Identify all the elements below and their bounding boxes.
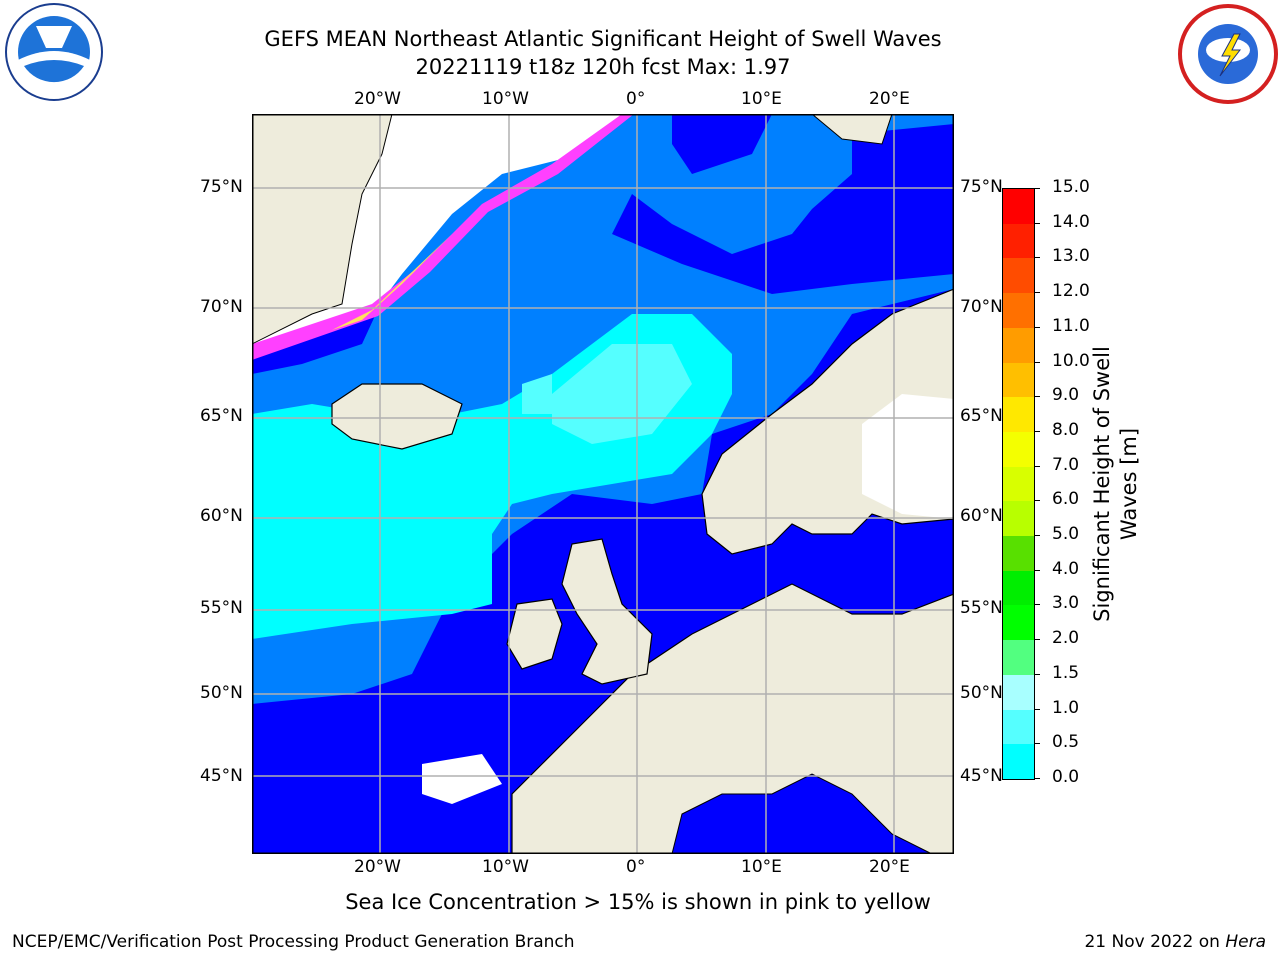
lat-label-left: 70°N (200, 297, 243, 317)
colorbar-segment (1003, 640, 1034, 676)
colorbar-segment (1003, 466, 1034, 502)
colorbar-tick (1034, 326, 1040, 328)
colorbar-tick-label: 10.0 (1052, 350, 1090, 371)
colorbar-tick (1034, 778, 1040, 779)
colorbar-tick-label: 1.0 (1052, 697, 1080, 718)
colorbar-segment (1003, 605, 1034, 641)
swell-wave-height-map (251, 113, 955, 858)
colorbar-tick-label: 0.5 (1052, 732, 1080, 753)
colorbar-segment (1003, 536, 1034, 572)
lat-label-right: 65°N (960, 406, 1003, 426)
colorbar-tick (1034, 396, 1040, 398)
colorbar-tick-label: 15.0 (1052, 177, 1090, 197)
colorbar-tick (1034, 222, 1040, 224)
colorbar-segment (1003, 223, 1034, 259)
colorbar-segment (1003, 744, 1034, 780)
lat-label-right: 50°N (960, 683, 1003, 703)
colorbar (1002, 188, 1035, 780)
colorbar-tick-label: 3.0 (1052, 593, 1080, 614)
colorbar-tick (1034, 361, 1040, 363)
footer-host: Hera (1225, 932, 1266, 952)
lon-label-top: 20°E (869, 89, 910, 109)
chart-subtitle: 20221119 t18z 120h fcst Max: 1.97 (415, 55, 791, 79)
lon-label-top: 10°W (482, 89, 529, 109)
colorbar-segment (1003, 293, 1034, 329)
lat-label-left: 45°N (200, 766, 243, 786)
colorbar-tick-label: 2.0 (1052, 628, 1080, 649)
colorbar-segment (1003, 674, 1034, 711)
lat-label-right: 55°N (960, 598, 1003, 618)
colorbar-segment (1003, 362, 1034, 398)
colorbar-tick (1034, 708, 1040, 710)
sea-ice-note: Sea Ice Concentration > 15% is shown in … (345, 890, 931, 914)
lat-label-right: 60°N (960, 506, 1003, 526)
lat-label-right: 75°N (960, 177, 1003, 197)
colorbar-tick (1034, 292, 1040, 294)
colorbar-tick (1034, 673, 1040, 675)
colorbar-tick-label: 6.0 (1052, 489, 1080, 510)
colorbar-tick (1034, 639, 1040, 641)
lon-label-top: 20°W (354, 89, 401, 109)
lon-label-top: 10°E (741, 89, 782, 109)
lon-label-bottom: 0° (626, 857, 646, 877)
lat-label-left: 75°N (200, 177, 243, 197)
lat-label-left: 60°N (200, 506, 243, 526)
national-weather-service-logo (1178, 4, 1278, 108)
lat-label-left: 65°N (200, 406, 243, 426)
lon-label-bottom: 20°E (869, 857, 910, 877)
colorbar-tick-label: 8.0 (1052, 419, 1080, 440)
colorbar-segment (1003, 189, 1034, 225)
lon-label-bottom: 10°W (482, 857, 529, 877)
colorbar-tick-label: 0.0 (1052, 767, 1080, 787)
lon-label-bottom: 20°W (354, 857, 401, 877)
lat-label-left: 50°N (200, 683, 243, 703)
lat-label-left: 55°N (200, 598, 243, 618)
colorbar-segment (1003, 431, 1034, 468)
colorbar-tick (1034, 604, 1040, 606)
colorbar-tick-label: 14.0 (1052, 211, 1090, 232)
footer-date: 21 Nov 2022 on Hera (1084, 932, 1266, 952)
colorbar-tick (1034, 743, 1040, 745)
colorbar-title: Significant Height of Swell Waves [m] (1090, 346, 1141, 622)
colorbar-tick-label: 1.5 (1052, 662, 1080, 683)
colorbar-tick-label: 13.0 (1052, 246, 1090, 267)
colorbar-tick-label: 12.0 (1052, 281, 1090, 302)
colorbar-tick-label: 7.0 (1052, 454, 1080, 475)
colorbar-tick (1034, 188, 1040, 189)
chart-title: GEFS MEAN Northeast Atlantic Significant… (264, 27, 942, 51)
colorbar-tick-label: 5.0 (1052, 524, 1080, 545)
colorbar-segment (1003, 327, 1034, 364)
colorbar-tick (1034, 569, 1040, 571)
lon-label-top: 0° (626, 89, 646, 109)
colorbar-tick-label: 9.0 (1052, 385, 1080, 406)
noaa-logo (4, 2, 104, 106)
colorbar-segment (1003, 397, 1034, 433)
lat-label-right: 45°N (960, 766, 1003, 786)
colorbar-tick-label: 4.0 (1052, 558, 1080, 579)
footer-date-text: 21 Nov 2022 on (1084, 932, 1220, 952)
colorbar-tick (1034, 535, 1040, 537)
colorbar-tick (1034, 465, 1040, 467)
colorbar-segment (1003, 501, 1034, 537)
colorbar-segment (1003, 709, 1034, 745)
footer-credit: NCEP/EMC/Verification Post Processing Pr… (12, 932, 575, 952)
colorbar-tick (1034, 257, 1040, 259)
colorbar-tick (1034, 500, 1040, 502)
colorbar-tick-label: 11.0 (1052, 315, 1090, 336)
colorbar-segment (1003, 258, 1034, 294)
lon-label-bottom: 10°E (741, 857, 782, 877)
colorbar-tick (1034, 430, 1040, 432)
lat-label-right: 70°N (960, 297, 1003, 317)
colorbar-segment (1003, 570, 1034, 606)
